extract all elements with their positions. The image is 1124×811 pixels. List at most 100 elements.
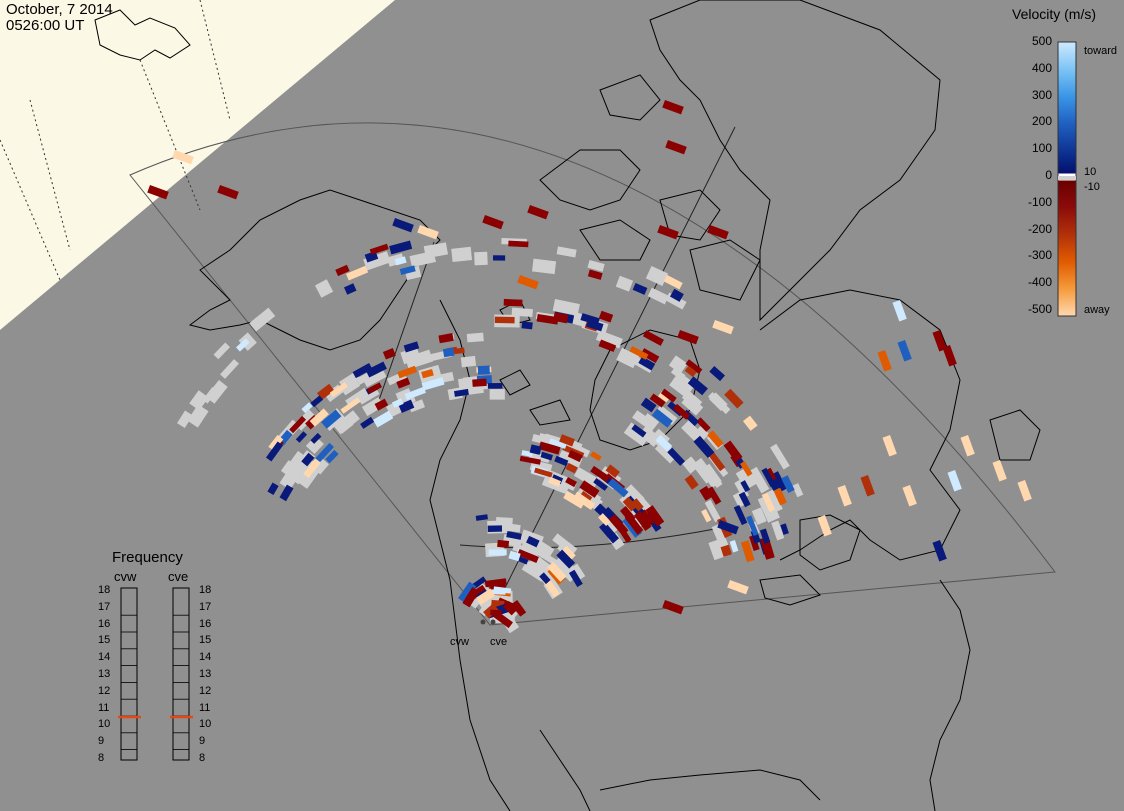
ground-scatter-cell [466, 332, 484, 343]
velocity-cell [684, 365, 697, 378]
velocity-cell [548, 476, 562, 487]
velocity-cell [382, 348, 396, 360]
velocity-cell [494, 316, 515, 324]
date-label: October, 7 2014 [6, 1, 113, 18]
velocity-cell [329, 382, 348, 398]
velocity-cell [399, 265, 416, 276]
velocity-cell [301, 402, 313, 414]
velocity-cell [773, 487, 787, 506]
ground-scatter-cell [358, 388, 380, 405]
velocity-cell [345, 265, 369, 281]
ground-scatter-cell [249, 307, 276, 332]
frequency-tick-label-right: 14 [199, 651, 212, 664]
velocity-cell [303, 458, 321, 479]
frequency-tick-label-right: 13 [199, 668, 212, 680]
ground-scatter-cell [536, 564, 557, 584]
velocity-cell [742, 415, 758, 431]
velocity-cell [645, 505, 665, 527]
velocity-cell [565, 462, 578, 474]
velocity-cell [598, 513, 611, 527]
away-label: away [1084, 304, 1110, 316]
frequency-tick-label-right: 10 [199, 718, 212, 731]
velocity-cell [548, 438, 567, 449]
velocity-cell [837, 485, 852, 507]
velocity-cell [594, 503, 614, 523]
velocity-cell [649, 393, 666, 408]
ground-scatter-cell [669, 374, 695, 398]
velocity-cell [267, 482, 279, 495]
velocity-cell [404, 386, 426, 400]
velocity-cell [421, 377, 445, 391]
ground-scatter-cell [632, 410, 658, 432]
velocity-cell [902, 485, 917, 507]
ground-scatter-cell [337, 419, 354, 434]
velocity-cell [487, 382, 503, 389]
ground-scatter-cell [668, 355, 688, 374]
velocity-cell [655, 435, 673, 452]
ground-scatter-cell [587, 259, 605, 272]
ground-scatter-cell [702, 464, 723, 489]
velocity-cell [369, 243, 389, 255]
velocity-cell [669, 288, 684, 302]
velocity-cell [587, 269, 603, 280]
ground-scatter-cell [189, 390, 209, 411]
velocity-tick-label: -100 [1027, 194, 1052, 209]
fov-outline [129, 122, 1056, 626]
velocity-cell [897, 340, 912, 362]
velocity-tick-label: 500 [1031, 34, 1052, 48]
ground-scatter-cell [489, 389, 505, 400]
frequency-tick-label-left: 8 [98, 752, 105, 764]
ground-scatter-cell [511, 307, 533, 318]
frequency-tick-label-right: 16 [199, 617, 212, 630]
tick-label-10: 10 [1084, 166, 1097, 178]
velocity-cell [396, 377, 411, 389]
velocity-cell [534, 467, 553, 478]
ground-scatter-cell [474, 251, 488, 266]
frequency-tick-label-left: 14 [98, 651, 111, 664]
velocity-cell [556, 549, 576, 569]
velocity-cell [529, 444, 542, 455]
velocity-cell [309, 408, 329, 427]
ground-scatter-cell [312, 457, 329, 475]
velocity-cell [579, 480, 600, 498]
velocity-cell [536, 313, 559, 325]
ground-scatter-cell [460, 355, 477, 368]
freq-box-cvw [120, 587, 138, 761]
velocity-cell [622, 496, 638, 512]
velocity-cell [947, 470, 962, 492]
velocity-cell [992, 460, 1007, 482]
velocity-cell [761, 492, 776, 513]
frequency-tick-label-left: 10 [98, 718, 111, 731]
velocity-cell [629, 346, 649, 360]
velocity-cell [540, 451, 553, 461]
velocity-cell [553, 312, 569, 324]
velocity-cell [706, 486, 722, 505]
velocity-cell [563, 490, 586, 509]
velocity-cell [640, 397, 657, 413]
velocity-cell [488, 549, 507, 556]
velocity-cell [521, 321, 533, 330]
velocity-cell [749, 534, 760, 551]
velocity-cell [366, 382, 383, 394]
velocity-cell [360, 416, 375, 429]
velocity-cell [733, 505, 748, 526]
velocity-cell [567, 449, 583, 463]
velocity-cell [651, 408, 673, 428]
ground-scatter-cell [408, 399, 425, 413]
velocity-cell [740, 540, 755, 563]
velocity-cell [325, 449, 339, 464]
velocity-cell [403, 341, 420, 353]
ground-scatter-cell [552, 299, 580, 316]
velocity-cell [642, 330, 664, 346]
velocity-cell [590, 465, 610, 483]
velocity-cell [364, 250, 379, 263]
velocity-cell [458, 581, 477, 603]
velocity-cell [877, 350, 892, 372]
velocity-cell [724, 388, 744, 409]
velocity-cell [660, 388, 677, 403]
velocity-cell [960, 435, 975, 457]
velocity-cell [585, 319, 604, 332]
coastlines [188, 0, 1041, 811]
